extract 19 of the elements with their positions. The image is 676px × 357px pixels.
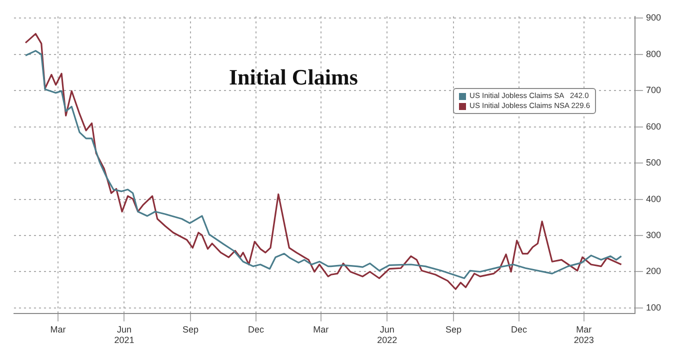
x-tick-label: Sep [182,324,199,334]
x-tick-label: Jun 2021 [114,324,134,346]
x-tick-label: Mar [313,324,329,334]
x-tick-label: Sep [445,324,462,334]
x-tick-label: Dec [510,324,528,334]
y-tick-label: 700 [646,85,662,96]
y-tick-label: 100 [646,302,662,312]
y-tick-label: 200 [646,266,662,276]
y-tick-label: 300 [646,230,662,240]
x-tick-label: Mar 2023 [574,324,594,346]
y-tick-label: 600 [646,121,662,132]
x-tick-label: Dec [248,324,265,334]
x-tick-label: Jun 2022 [377,324,398,346]
x-tick-label: Mar [50,324,66,334]
y-tick-label: 500 [646,158,662,168]
y-tick-label: 400 [646,194,662,204]
y-tick-label: 800 [646,48,662,59]
text: Initial Claims [228,64,358,90]
y-tick-label: 900 [646,12,662,23]
